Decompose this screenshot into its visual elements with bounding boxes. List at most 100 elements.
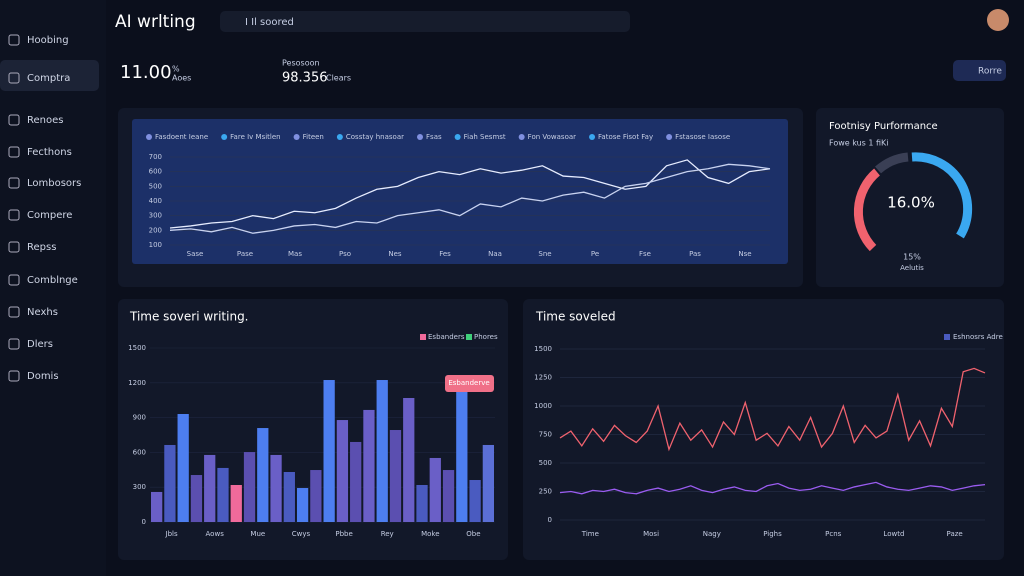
bar — [469, 480, 481, 522]
x-tick-label: Rey — [381, 530, 394, 538]
x-tick-label: Naa — [488, 250, 502, 258]
x-tick-label: Pase — [237, 250, 253, 258]
gauge-sub-value: 15% — [903, 253, 921, 262]
bar — [257, 428, 269, 522]
annotation-box — [445, 375, 494, 392]
stat-value: 98.356 — [282, 71, 328, 86]
legend-text: Fon Vowasoar — [528, 133, 576, 141]
icon — [8, 114, 20, 126]
x-tick-label: Pcns — [825, 530, 842, 538]
gauge-subtitle: Fowe kus 1 fiKi — [829, 139, 889, 148]
x-tick-label: Pso — [339, 250, 351, 258]
search-text: I Il soored — [245, 17, 294, 28]
legend-dot — [336, 134, 343, 140]
legend-swatch — [420, 334, 426, 340]
y-tick-label: 600 — [133, 448, 146, 456]
nav-item: Fecthons — [27, 147, 72, 158]
x-tick-label: Moke — [421, 530, 439, 538]
legend-text: Fatose Fisot Fay — [598, 133, 653, 141]
x-tick-label: Aows — [206, 530, 225, 538]
x-tick-label: Sase — [187, 250, 204, 258]
x-tick-label: Pe — [591, 250, 599, 258]
line — [169, 159, 771, 229]
x-tick-label: Jbls — [165, 530, 178, 538]
x-tick-label: Mue — [250, 530, 265, 538]
y-tick-label: 250 — [539, 488, 552, 496]
app-title: AI wrlting — [115, 12, 196, 32]
bar — [177, 414, 189, 522]
gauge-arc — [911, 152, 973, 239]
legend-text: Eshnosrs Adre — [953, 333, 1003, 341]
x-tick-label: Fes — [439, 250, 451, 258]
legend-dot — [518, 134, 525, 140]
bar — [363, 409, 375, 522]
stat-value: 11.00 — [120, 62, 172, 83]
icon — [8, 370, 20, 382]
legend-text: Fiah Sesmst — [464, 133, 506, 141]
y-tick-label: 100 — [149, 241, 162, 249]
icon — [8, 72, 20, 84]
bar — [350, 441, 362, 522]
active-item[interactable] — [0, 60, 99, 91]
y-tick-label: 1250 — [534, 374, 552, 382]
sidebar — [0, 0, 106, 576]
legend-text: Fsas — [426, 133, 442, 141]
bar — [376, 380, 388, 522]
button-bg[interactable] — [953, 60, 1006, 81]
y-tick-label: 0 — [548, 516, 552, 524]
x-tick-label: Paze — [947, 530, 963, 538]
nav-item: Domis — [27, 371, 59, 382]
stat-label: Aoes — [172, 74, 191, 83]
panel-title: Time soveri writing. — [129, 310, 249, 324]
legend-text: Cosstay hnasoar — [346, 133, 404, 141]
x-tick-label: Pighs — [763, 530, 782, 538]
button-label: Rorre — [978, 67, 1002, 77]
bar — [336, 420, 349, 522]
bar — [283, 472, 295, 522]
bar — [151, 491, 163, 522]
legend-dot — [417, 134, 424, 140]
bar — [403, 397, 415, 522]
panel-title: Time soveled — [535, 310, 616, 324]
bar — [323, 380, 335, 522]
x-tick-label: Sne — [538, 250, 551, 258]
x-tick-label: Mosi — [643, 530, 659, 538]
bar — [482, 444, 494, 522]
gauge-title: Footnisy Purformance — [829, 121, 938, 132]
nav-item: Lombosors — [27, 178, 81, 189]
x-tick-label: Nagy — [703, 530, 721, 538]
icon — [8, 338, 20, 350]
line — [559, 367, 986, 452]
bar — [164, 444, 176, 522]
bar — [310, 470, 322, 522]
stat-label: Pesosoon — [282, 59, 320, 68]
line — [169, 163, 771, 234]
y-tick-label: 700 — [149, 153, 162, 161]
bar — [389, 430, 402, 522]
y-tick-label: 300 — [133, 483, 146, 491]
avatar[interactable] — [987, 9, 1009, 31]
nav-item: Nexhs — [27, 307, 58, 318]
x-tick-label: Time — [581, 530, 599, 538]
legend-text: Phores — [474, 333, 498, 341]
legend-swatch — [944, 334, 950, 340]
x-tick-label: Fse — [639, 250, 651, 258]
legend-text: Fstasose Iasose — [675, 133, 730, 141]
x-tick-label: Cwys — [292, 530, 311, 538]
gauge-arc — [853, 168, 881, 252]
x-tick-label: Nes — [388, 250, 402, 258]
icon — [8, 177, 20, 189]
stat-unit: % — [172, 65, 180, 74]
bar — [442, 470, 455, 522]
bar — [217, 467, 229, 522]
y-tick-label: 900 — [133, 414, 146, 422]
search-box[interactable] — [220, 11, 630, 32]
nav-item: Comptra — [27, 73, 70, 84]
y-tick-label: 1000 — [534, 402, 552, 410]
y-tick-label: 300 — [149, 212, 162, 220]
gauge-sub-label: Aelutis — [900, 264, 924, 272]
line — [559, 481, 986, 495]
icon — [8, 274, 20, 286]
stat-unit: Clears — [326, 74, 351, 83]
icon — [8, 34, 20, 46]
